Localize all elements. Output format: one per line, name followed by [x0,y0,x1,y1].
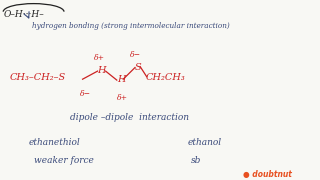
Text: ethanethiol: ethanethiol [29,138,81,147]
Text: dipole –dipole  interaction: dipole –dipole interaction [70,113,189,122]
Text: H: H [117,75,125,84]
Text: δ+: δ+ [117,94,128,102]
Text: sb: sb [190,156,201,165]
Text: CH₂CH₃: CH₂CH₃ [146,73,185,82]
Text: δ−: δ− [80,90,91,98]
Text: S: S [134,63,141,72]
Text: δ+: δ+ [94,54,105,62]
Text: weaker force: weaker force [34,156,93,165]
Text: CH₃–CH₂–S: CH₃–CH₂–S [10,73,66,82]
Text: δ−: δ− [130,51,140,59]
Text: O–H···H–: O–H···H– [3,10,44,19]
Text: ethanol: ethanol [187,138,221,147]
Text: H: H [98,66,106,75]
Text: hydrogen bonding (strong intermolecular interaction): hydrogen bonding (strong intermolecular … [32,22,230,30]
Text: ● doubtnut: ● doubtnut [243,170,292,179]
